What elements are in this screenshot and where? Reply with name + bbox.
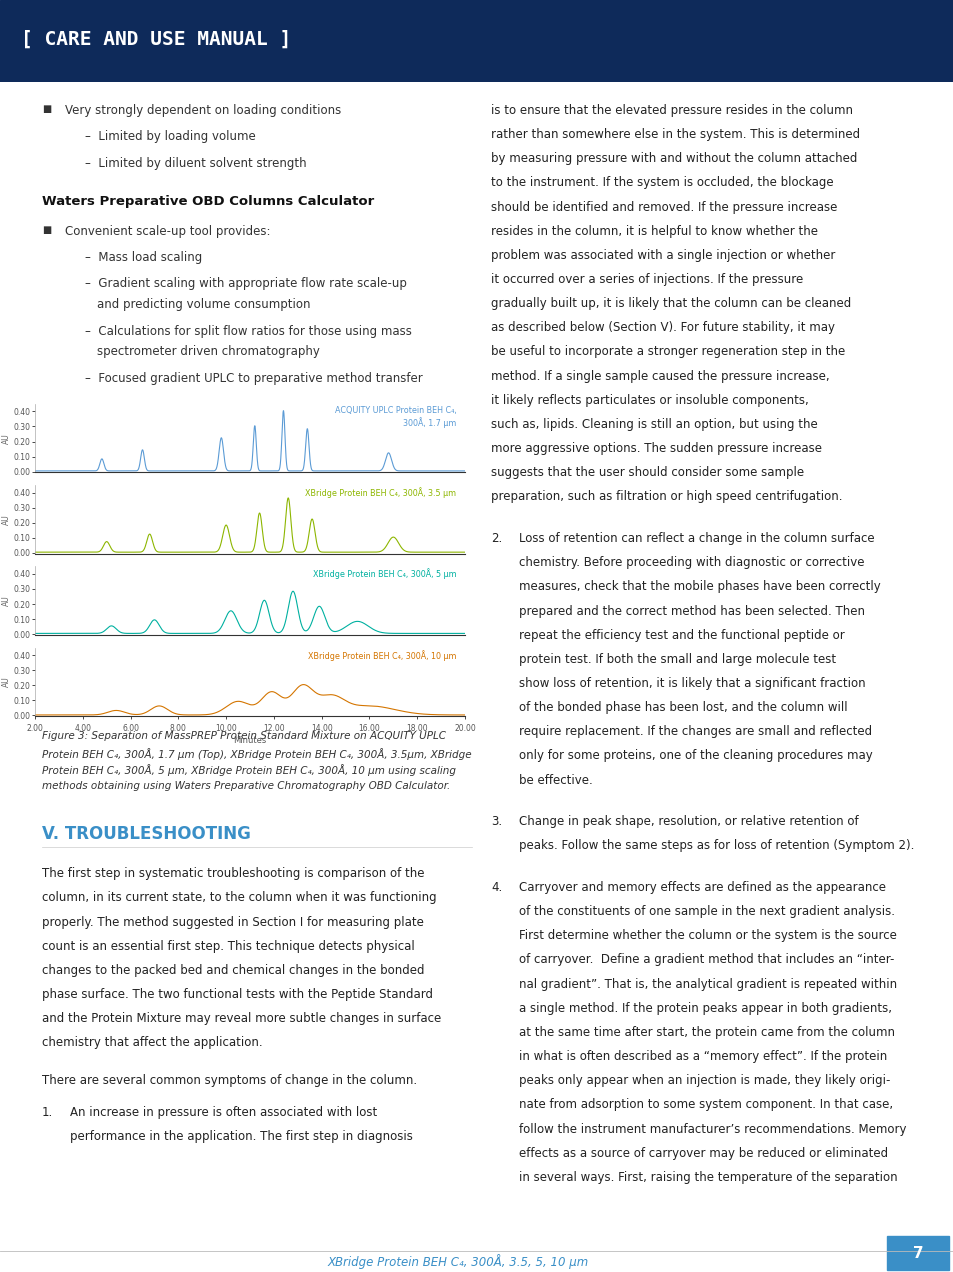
Text: XBridge Protein BEH C₄, 300Å, 10 μm: XBridge Protein BEH C₄, 300Å, 10 μm: [308, 650, 456, 660]
Text: Convenient scale-up tool provides:: Convenient scale-up tool provides:: [65, 225, 271, 238]
Text: by measuring pressure with and without the column attached: by measuring pressure with and without t…: [491, 153, 857, 165]
Y-axis label: AU: AU: [2, 677, 11, 687]
Text: such as, lipids. Cleaning is still an option, but using the: such as, lipids. Cleaning is still an op…: [491, 418, 818, 431]
Text: measures, check that the mobile phases have been correctly: measures, check that the mobile phases h…: [518, 580, 881, 593]
Text: prepared and the correct method has been selected. Then: prepared and the correct method has been…: [518, 604, 864, 617]
Text: of the constituents of one sample in the next gradient analysis.: of the constituents of one sample in the…: [518, 906, 894, 918]
Text: XBridge Protein BEH C₄, 300Å, 5 μm: XBridge Protein BEH C₄, 300Å, 5 μm: [313, 569, 456, 579]
Text: should be identified and removed. If the pressure increase: should be identified and removed. If the…: [491, 201, 837, 214]
Text: –  Mass load scaling: – Mass load scaling: [85, 251, 202, 265]
Text: First determine whether the column or the system is the source: First determine whether the column or th…: [518, 930, 896, 943]
Text: method. If a single sample caused the pressure increase,: method. If a single sample caused the pr…: [491, 370, 829, 383]
Text: problem was associated with a single injection or whether: problem was associated with a single inj…: [491, 249, 835, 262]
Text: peaks. Follow the same steps as for loss of retention (Symptom 2).: peaks. Follow the same steps as for loss…: [518, 840, 914, 852]
Text: Waters Preparative OBD Columns Calculator: Waters Preparative OBD Columns Calculato…: [42, 195, 374, 209]
Text: column, in its current state, to the column when it was functioning: column, in its current state, to the col…: [42, 892, 436, 904]
Text: There are several common symptoms of change in the column.: There are several common symptoms of cha…: [42, 1075, 416, 1088]
Text: performance in the application. The first step in diagnosis: performance in the application. The firs…: [70, 1130, 413, 1144]
Text: effects as a source of carryover may be reduced or eliminated: effects as a source of carryover may be …: [518, 1146, 887, 1160]
Text: spectrometer driven chromatography: spectrometer driven chromatography: [97, 346, 319, 359]
Text: peaks only appear when an injection is made, they likely origi-: peaks only appear when an injection is m…: [518, 1074, 890, 1088]
Text: phase surface. The two functional tests with the Peptide Standard: phase surface. The two functional tests …: [42, 988, 433, 1001]
Text: only for some proteins, one of the cleaning procedures may: only for some proteins, one of the clean…: [518, 749, 872, 762]
Text: suggests that the user should consider some sample: suggests that the user should consider s…: [491, 467, 803, 480]
Text: as described below (Section V). For future stability, it may: as described below (Section V). For futu…: [491, 322, 835, 335]
Text: 7: 7: [912, 1245, 923, 1261]
Text: be useful to incorporate a stronger regeneration step in the: be useful to incorporate a stronger rege…: [491, 346, 844, 359]
Text: repeat the efficiency test and the functional peptide or: repeat the efficiency test and the funct…: [518, 628, 844, 641]
Y-axis label: AU: AU: [2, 432, 11, 444]
Text: and predicting volume consumption: and predicting volume consumption: [97, 298, 310, 312]
Text: –  Gradient scaling with appropriate flow rate scale-up: – Gradient scaling with appropriate flow…: [85, 277, 406, 290]
Text: –  Limited by diluent solvent strength: – Limited by diluent solvent strength: [85, 156, 306, 169]
Text: Very strongly dependent on loading conditions: Very strongly dependent on loading condi…: [65, 104, 341, 117]
Y-axis label: AU: AU: [2, 595, 11, 605]
Text: ■: ■: [42, 225, 51, 235]
Text: Carryover and memory effects are defined as the appearance: Carryover and memory effects are defined…: [518, 881, 885, 894]
Text: chemistry. Before proceeding with diagnostic or corrective: chemistry. Before proceeding with diagno…: [518, 556, 864, 569]
Text: XBridge Protein BEH C₄, 300Å, 3.5, 5, 10 μm: XBridge Protein BEH C₄, 300Å, 3.5, 5, 10…: [327, 1254, 588, 1269]
Text: at the same time after start, the protein came from the column: at the same time after start, the protei…: [518, 1027, 894, 1039]
Text: changes to the packed bed and chemical changes in the bonded: changes to the packed bed and chemical c…: [42, 964, 424, 977]
Text: protein test. If both the small and large molecule test: protein test. If both the small and larg…: [518, 653, 836, 665]
Text: Change in peak shape, resolution, or relative retention of: Change in peak shape, resolution, or rel…: [518, 815, 858, 828]
X-axis label: Minutes: Minutes: [233, 735, 266, 744]
Text: chemistry that affect the application.: chemistry that affect the application.: [42, 1037, 262, 1049]
Bar: [886, 1236, 948, 1271]
Text: it likely reflects particulates or insoluble components,: it likely reflects particulates or insol…: [491, 394, 808, 407]
Text: [ CARE AND USE MANUAL ]: [ CARE AND USE MANUAL ]: [21, 29, 291, 48]
Text: in what is often described as a “memory effect”. If the protein: in what is often described as a “memory …: [518, 1051, 886, 1063]
Text: An increase in pressure is often associated with lost: An increase in pressure is often associa…: [70, 1105, 376, 1119]
Text: 3.: 3.: [491, 815, 502, 828]
Text: The first step in systematic troubleshooting is comparison of the: The first step in systematic troubleshoo…: [42, 868, 424, 880]
Text: 1.: 1.: [42, 1105, 53, 1119]
Text: require replacement. If the changes are small and reflected: require replacement. If the changes are …: [518, 725, 872, 738]
Text: resides in the column, it is helpful to know whether the: resides in the column, it is helpful to …: [491, 225, 818, 238]
Text: rather than somewhere else in the system. This is determined: rather than somewhere else in the system…: [491, 128, 860, 141]
Text: it occurred over a series of injections. If the pressure: it occurred over a series of injections.…: [491, 273, 802, 286]
Text: 4.: 4.: [491, 881, 502, 894]
Text: V. TROUBLESHOOTING: V. TROUBLESHOOTING: [42, 826, 251, 843]
Text: ACQUITY UPLC Protein BEH C₄,
300Å, 1.7 μm: ACQUITY UPLC Protein BEH C₄, 300Å, 1.7 μ…: [335, 406, 456, 429]
Text: –  Limited by loading volume: – Limited by loading volume: [85, 130, 255, 144]
Text: ■: ■: [42, 104, 51, 114]
Text: is to ensure that the elevated pressure resides in the column: is to ensure that the elevated pressure …: [491, 104, 852, 117]
Text: Protein BEH C₄, 300Å, 5 μm, XBridge Protein BEH C₄, 300Å, 10 μm using scaling: Protein BEH C₄, 300Å, 5 μm, XBridge Prot…: [42, 764, 456, 776]
Text: Loss of retention can reflect a change in the column surface: Loss of retention can reflect a change i…: [518, 532, 874, 544]
Text: a single method. If the protein peaks appear in both gradients,: a single method. If the protein peaks ap…: [518, 1002, 891, 1015]
Text: in several ways. First, raising the temperature of the separation: in several ways. First, raising the temp…: [518, 1170, 897, 1184]
Text: follow the instrument manufacturer’s recommendations. Memory: follow the instrument manufacturer’s rec…: [518, 1122, 906, 1136]
Text: of the bonded phase has been lost, and the column will: of the bonded phase has been lost, and t…: [518, 701, 847, 714]
Text: nal gradient”. That is, the analytical gradient is repeated within: nal gradient”. That is, the analytical g…: [518, 978, 897, 991]
Text: 2.: 2.: [491, 532, 502, 544]
Text: methods obtaining using Waters Preparative Chromatography OBD Calculator.: methods obtaining using Waters Preparati…: [42, 781, 450, 791]
Text: show loss of retention, it is likely that a significant fraction: show loss of retention, it is likely tha…: [518, 677, 865, 689]
Text: be effective.: be effective.: [518, 773, 593, 786]
Text: of carryover.  Define a gradient method that includes an “inter-: of carryover. Define a gradient method t…: [518, 954, 894, 967]
Text: properly. The method suggested in Section I for measuring plate: properly. The method suggested in Sectio…: [42, 916, 423, 929]
Text: to the instrument. If the system is occluded, the blockage: to the instrument. If the system is occl…: [491, 177, 833, 190]
Text: and the Protein Mixture may reveal more subtle changes in surface: and the Protein Mixture may reveal more …: [42, 1013, 441, 1025]
Text: more aggressive options. The sudden pressure increase: more aggressive options. The sudden pres…: [491, 443, 821, 455]
Text: –  Calculations for split flow ratios for those using mass: – Calculations for split flow ratios for…: [85, 324, 412, 337]
Text: XBridge Protein BEH C₄, 300Å, 3.5 μm: XBridge Protein BEH C₄, 300Å, 3.5 μm: [305, 487, 456, 499]
Text: Figure 3: Separation of MassPREP Protein Standard Mixture on ACQUITY UPLC: Figure 3: Separation of MassPREP Protein…: [42, 731, 446, 742]
Text: gradually built up, it is likely that the column can be cleaned: gradually built up, it is likely that th…: [491, 298, 851, 310]
Text: Protein BEH C₄, 300Å, 1.7 μm (Top), XBridge Protein BEH C₄, 300Å, 3.5μm, XBridge: Protein BEH C₄, 300Å, 1.7 μm (Top), XBri…: [42, 748, 471, 759]
Text: count is an essential first step. This technique detects physical: count is an essential first step. This t…: [42, 940, 415, 953]
Y-axis label: AU: AU: [2, 514, 11, 525]
Text: preparation, such as filtration or high speed centrifugation.: preparation, such as filtration or high …: [491, 491, 841, 504]
Text: –  Focused gradient UPLC to preparative method transfer: – Focused gradient UPLC to preparative m…: [85, 371, 422, 384]
Text: nate from adsorption to some system component. In that case,: nate from adsorption to some system comp…: [518, 1098, 893, 1112]
